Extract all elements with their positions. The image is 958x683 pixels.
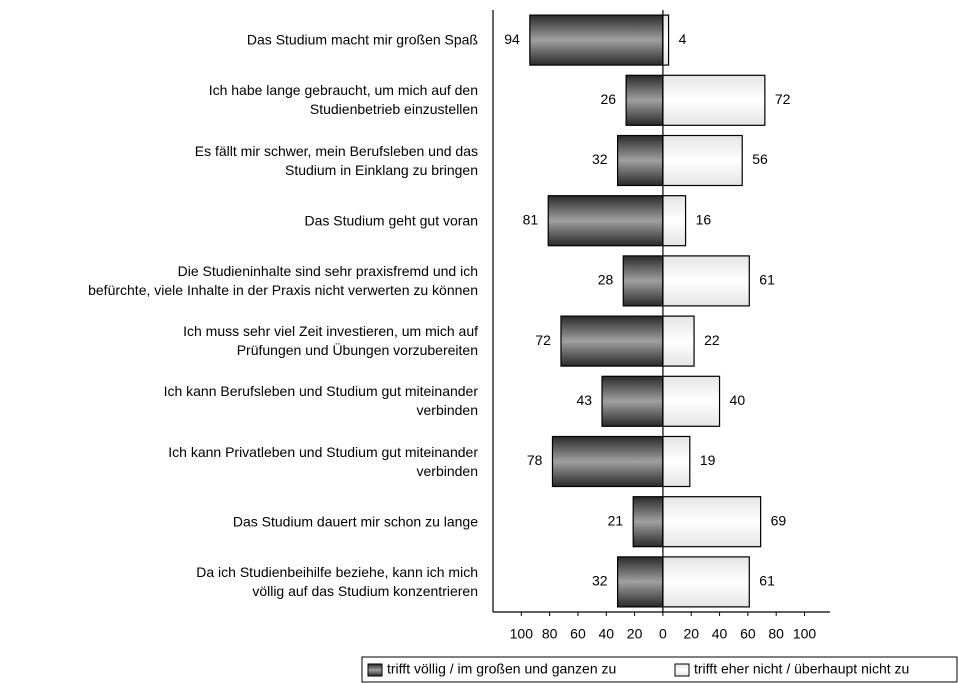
x-tick-label: 40: [598, 626, 614, 642]
value-label: 43: [576, 392, 592, 408]
x-tick-label: 60: [740, 626, 756, 642]
category-label: Ich kann Berufsleben und Studium gut mit…: [163, 383, 478, 419]
value-label: 61: [759, 272, 775, 288]
bar: [662, 134, 743, 187]
category-label: Ich muss sehr viel Zeit investieren, um …: [183, 323, 478, 359]
legend-box: [361, 656, 958, 683]
x-tick-label: 80: [768, 626, 784, 642]
x-tick-label: 20: [683, 626, 699, 642]
bar: [662, 74, 766, 126]
value-label: 26: [601, 91, 617, 107]
x-tick-label: 80: [542, 626, 558, 642]
bar: [625, 74, 664, 126]
bar: [662, 435, 691, 488]
category-label: Das Studium macht mir großen Spaß: [246, 31, 478, 48]
category-label: Ich kann Privatleben und Studium gut mit…: [168, 443, 478, 479]
legend-swatch: [367, 663, 383, 677]
bar: [617, 556, 664, 608]
value-label: 69: [771, 512, 787, 528]
x-tick-label: 20: [627, 626, 643, 642]
bar: [662, 14, 670, 66]
bar: [560, 315, 664, 367]
x-tick-label: 0: [659, 626, 667, 642]
value-label: 19: [700, 452, 716, 468]
category-label: Es fällt mir schwer, mein Berufsleben un…: [194, 142, 478, 178]
value-label: 21: [608, 512, 624, 528]
category-label: Das Studium dauert mir schon zu lange: [232, 513, 478, 530]
bar: [632, 496, 664, 548]
bar: [662, 255, 750, 307]
value-label: 78: [527, 452, 543, 468]
x-tick-label: 60: [570, 626, 586, 642]
value-label: 32: [592, 573, 608, 589]
value-label: 40: [730, 392, 746, 408]
value-label: 72: [775, 91, 791, 107]
bar: [551, 435, 664, 488]
value-label: 94: [504, 31, 520, 47]
bar: [529, 14, 664, 66]
category-label: Das Studium geht gut voran: [304, 212, 478, 229]
x-tick-label: 100: [793, 626, 817, 642]
value-label: 28: [598, 272, 614, 288]
value-label: 22: [704, 332, 720, 348]
bar: [662, 556, 750, 608]
category-label: Da ich Studienbeihilfe beziehe, kann ich…: [196, 563, 478, 599]
legend-label: trifft eher nicht / überhaupt nicht zu: [694, 661, 909, 677]
value-label: 56: [752, 151, 768, 167]
value-label: 61: [759, 573, 775, 589]
x-tick-label: 40: [712, 626, 728, 642]
value-label: 72: [535, 332, 551, 348]
x-tick-label: 100: [510, 626, 534, 642]
bar: [662, 375, 721, 427]
value-label: 32: [592, 151, 608, 167]
bar: [662, 496, 762, 548]
legend-swatch: [674, 663, 690, 677]
legend-label: trifft völlig / im großen und ganzen zu: [387, 661, 616, 677]
bar: [622, 255, 664, 307]
bar: [547, 195, 664, 247]
bar: [601, 375, 664, 427]
bar: [662, 315, 695, 367]
value-label: 4: [679, 31, 687, 47]
value-label: 16: [696, 211, 712, 227]
value-label: 81: [523, 211, 539, 227]
category-label: Ich habe lange gebraucht, um mich auf de…: [208, 82, 478, 118]
bar: [617, 134, 664, 187]
bar: [662, 195, 687, 247]
category-label: Die Studieninhalte sind sehr praxisfremd…: [88, 262, 478, 298]
